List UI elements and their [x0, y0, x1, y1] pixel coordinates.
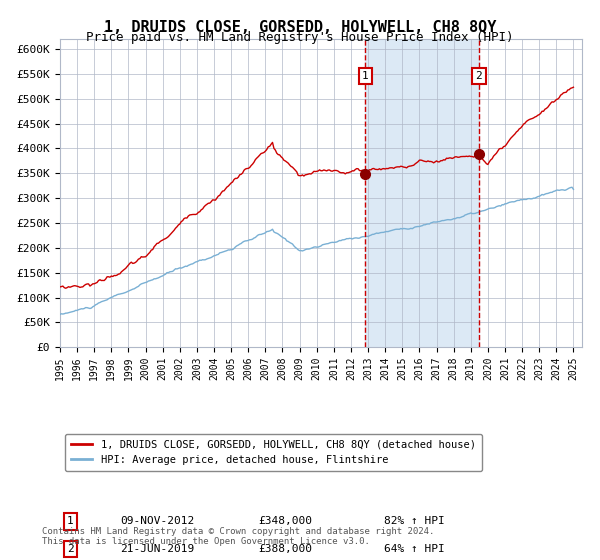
Text: £348,000: £348,000 [259, 516, 313, 526]
Text: 2: 2 [67, 544, 74, 554]
Text: Contains HM Land Registry data © Crown copyright and database right 2024.
This d: Contains HM Land Registry data © Crown c… [42, 526, 434, 546]
Text: 1, DRUIDS CLOSE, GORSEDD, HOLYWELL, CH8 8QY: 1, DRUIDS CLOSE, GORSEDD, HOLYWELL, CH8 … [104, 20, 496, 35]
Text: 09-NOV-2012: 09-NOV-2012 [120, 516, 194, 526]
Legend: 1, DRUIDS CLOSE, GORSEDD, HOLYWELL, CH8 8QY (detached house), HPI: Average price: 1, DRUIDS CLOSE, GORSEDD, HOLYWELL, CH8 … [65, 433, 482, 472]
Text: Price paid vs. HM Land Registry's House Price Index (HPI): Price paid vs. HM Land Registry's House … [86, 31, 514, 44]
Text: 1: 1 [67, 516, 74, 526]
Bar [365, 39, 479, 347]
Text: £388,000: £388,000 [259, 544, 313, 554]
Text: 2: 2 [475, 71, 482, 81]
Text: 64% ↑ HPI: 64% ↑ HPI [383, 544, 445, 554]
Text: 82% ↑ HPI: 82% ↑ HPI [383, 516, 445, 526]
Text: 1: 1 [362, 71, 369, 81]
Text: 21-JUN-2019: 21-JUN-2019 [120, 544, 194, 554]
